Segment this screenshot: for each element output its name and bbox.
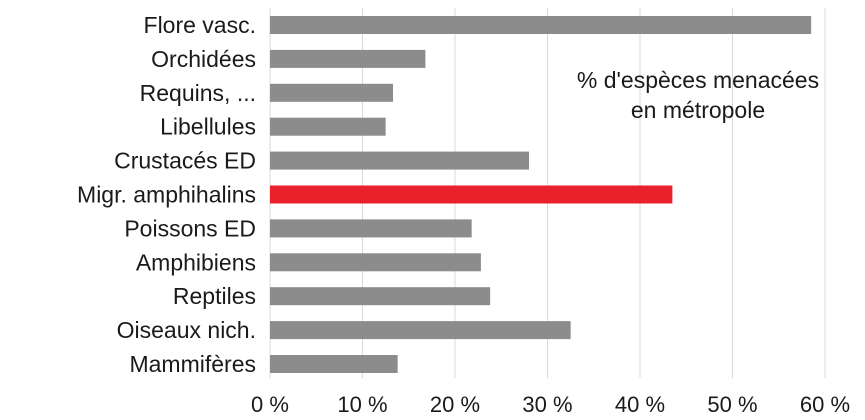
x-tick-labels: 0 % 10 % 20 % 30 % 40 % 50 % 60 % [251, 392, 850, 417]
x-tick-label: 0 % [251, 392, 289, 417]
category-label: Reptiles [173, 283, 256, 309]
x-tick-label: 50 % [707, 392, 757, 417]
category-label: Libellules [160, 114, 256, 140]
bar [270, 219, 472, 237]
category-label: Orchidées [151, 46, 256, 72]
category-label: Flore vasc. [144, 12, 256, 38]
x-tick-label: 40 % [615, 392, 665, 417]
x-tick-label: 20 % [430, 392, 480, 417]
bar [270, 50, 425, 68]
bar [270, 152, 529, 170]
category-label: Crustacés ED [114, 148, 256, 174]
x-tick-label: 30 % [522, 392, 572, 417]
category-label: Amphibiens [136, 249, 256, 275]
category-label: Requins, ... [140, 80, 256, 106]
bar [270, 253, 481, 271]
bar-highlighted [270, 186, 672, 204]
bar [270, 287, 490, 305]
category-label: Oiseaux nich. [117, 317, 256, 343]
bar [270, 321, 571, 339]
category-labels: Flore vasc. Orchidées Requins, ... Libellul… [77, 12, 256, 377]
chart-title-line-1: % d'espèces menacées [577, 67, 819, 93]
x-tick-label: 10 % [337, 392, 387, 417]
bar [270, 118, 386, 136]
x-tick-label: 60 % [800, 392, 850, 417]
bar [270, 16, 811, 34]
category-label: Migr. amphihalins [77, 182, 256, 208]
category-label: Poissons ED [124, 215, 256, 241]
category-label: Mammifères [129, 351, 256, 377]
bar [270, 355, 398, 373]
chart-title-line-2: en métropole [631, 97, 765, 123]
bar [270, 84, 393, 102]
